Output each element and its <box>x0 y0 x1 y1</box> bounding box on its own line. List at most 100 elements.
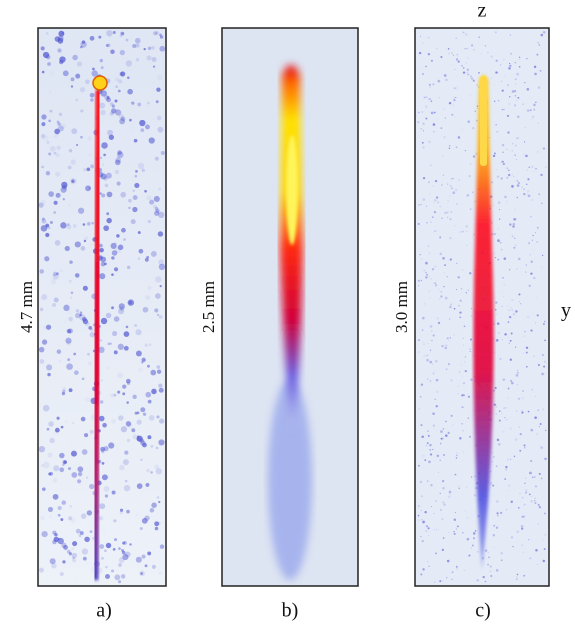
speckle <box>513 299 515 301</box>
speckle <box>507 397 509 399</box>
speckle <box>77 479 82 484</box>
speckle <box>109 102 114 106</box>
speckle <box>459 230 462 234</box>
speckle <box>56 120 60 124</box>
speckle <box>61 184 67 190</box>
speckle <box>130 219 136 225</box>
speckle <box>498 419 501 422</box>
speckle <box>127 76 130 79</box>
speckle <box>419 173 420 174</box>
speckle <box>123 238 126 241</box>
speckle <box>425 445 427 447</box>
speckle <box>448 490 452 494</box>
speckle <box>531 165 534 168</box>
speckle <box>451 64 453 66</box>
speckle <box>140 128 145 132</box>
speckle <box>55 153 60 158</box>
speckle <box>495 403 497 406</box>
speckle <box>143 47 146 51</box>
speckle <box>507 131 510 134</box>
speckle <box>533 276 536 280</box>
speckle <box>427 527 430 530</box>
speckle <box>433 580 436 583</box>
speckle <box>467 289 470 291</box>
speckle <box>445 434 448 437</box>
speckle <box>114 99 118 103</box>
speckle <box>495 465 498 467</box>
speckle <box>527 178 530 181</box>
speckle <box>468 73 470 75</box>
speckle <box>495 405 498 408</box>
speckle <box>46 427 50 431</box>
speckle <box>147 46 152 51</box>
speckle <box>446 577 448 579</box>
speckle <box>507 458 509 461</box>
speckle <box>424 105 428 108</box>
speckle <box>523 503 526 506</box>
speckle <box>536 314 539 317</box>
speckle <box>65 337 72 344</box>
speckle <box>44 256 50 262</box>
speckle <box>495 313 498 316</box>
speckle <box>521 527 524 530</box>
speckle <box>142 412 147 416</box>
speckle <box>541 113 542 114</box>
speckle <box>514 78 517 81</box>
speckle <box>526 183 528 185</box>
speckle <box>527 538 530 541</box>
speckle <box>516 179 519 183</box>
speckle <box>449 194 452 197</box>
speckle <box>126 271 129 274</box>
speckle <box>507 338 509 340</box>
speckle <box>463 325 466 328</box>
speckle <box>81 377 85 381</box>
speckle <box>84 536 90 543</box>
speckle <box>433 370 435 372</box>
speckle <box>57 125 64 132</box>
speckle <box>453 87 456 90</box>
speckle <box>518 426 520 428</box>
speckle <box>121 550 126 555</box>
speckle <box>494 308 497 311</box>
speckle <box>75 528 81 534</box>
speckle <box>79 290 82 293</box>
speckle <box>499 209 501 211</box>
speckle <box>502 160 504 163</box>
speckle <box>507 387 510 390</box>
speckle <box>449 305 452 309</box>
speckle <box>72 558 77 563</box>
speckle <box>446 337 449 340</box>
speckle <box>448 101 452 105</box>
speckle <box>433 202 435 204</box>
speckle <box>544 320 546 323</box>
speckle <box>537 86 541 89</box>
axis-label-y: y <box>561 300 571 322</box>
speckle <box>138 368 143 373</box>
speckle <box>140 572 143 575</box>
speckle <box>439 205 441 208</box>
speckle <box>64 245 70 252</box>
speckle <box>523 192 526 196</box>
speckle <box>145 391 152 398</box>
speckle <box>492 534 496 537</box>
speckle <box>53 134 58 139</box>
speckle <box>425 577 427 579</box>
speckle <box>142 306 149 313</box>
speckle <box>517 370 519 371</box>
speckle <box>471 355 474 357</box>
speckle <box>503 108 505 111</box>
speckle <box>449 218 452 221</box>
speckle <box>155 208 160 213</box>
speckle <box>417 519 420 522</box>
speckle <box>427 525 429 527</box>
speckle <box>49 515 52 518</box>
speckle <box>522 103 524 105</box>
speckle <box>126 401 129 404</box>
speckle <box>56 145 61 151</box>
speckle <box>101 474 108 481</box>
speckle <box>53 297 59 303</box>
speckle <box>465 230 468 233</box>
speckle <box>506 167 509 170</box>
speckle <box>132 394 137 400</box>
speckle <box>420 279 423 282</box>
